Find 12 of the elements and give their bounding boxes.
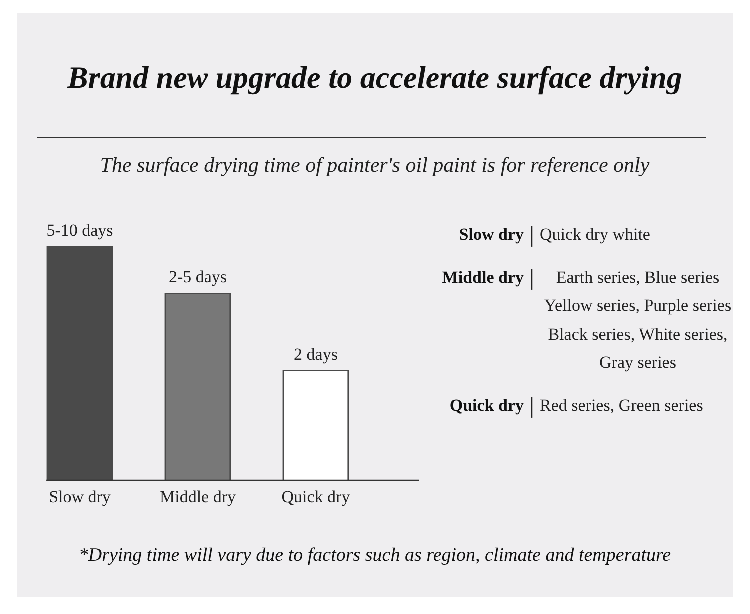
text: Quick dry | Red series, Green series xyxy=(448,392,704,420)
annotation: 2 days xyxy=(294,344,338,364)
text: Slow dry | Quick dry white xyxy=(458,221,650,249)
x-tick-label: Middle dry xyxy=(160,487,237,506)
annotation: 2-5 days xyxy=(168,268,228,287)
x-tick-label: Slow dry xyxy=(49,487,112,506)
chart-title: Brand new upgrade to accelerate surface drying xyxy=(66,60,684,96)
annotation: 5-10 days xyxy=(46,221,114,240)
x-tick-label: Quick dry xyxy=(282,487,351,506)
text: *Drying time will vary due to factors such as region, climate and temperature xyxy=(78,545,672,567)
chart-subtitle: The surface drying time of painter's oil paint is for reference only xyxy=(99,153,651,178)
text: Middle dry | Earth series, Blue series Yellow series, Purple series Black series, White series, Gray series xyxy=(441,264,733,374)
